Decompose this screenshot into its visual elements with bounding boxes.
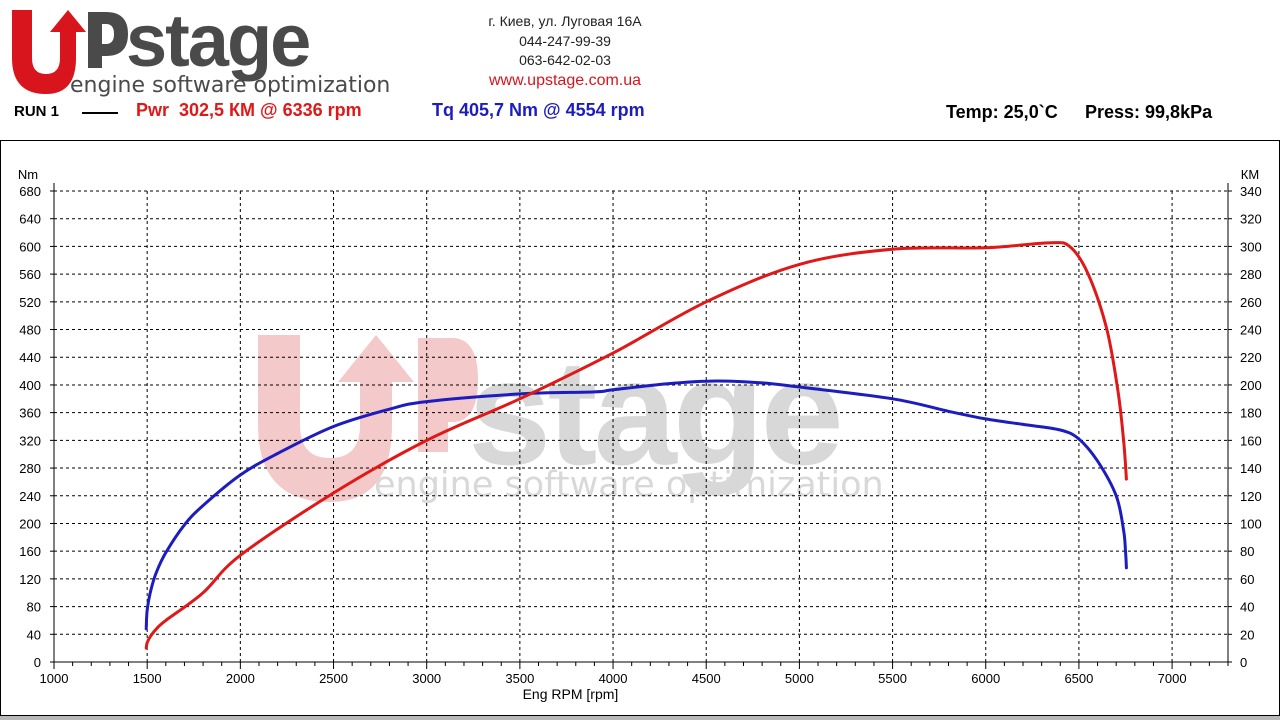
contact-phone-1: 044-247-99-39	[519, 32, 611, 49]
y-right-tick-label: 220	[1240, 350, 1262, 365]
y-left-axis-label: Nm	[18, 167, 38, 182]
y-left-tick-label: 240	[19, 489, 41, 504]
x-tick-label: 7000	[1158, 671, 1187, 686]
y-right-tick-label: 80	[1240, 544, 1254, 559]
y-right-tick-label: 260	[1240, 295, 1262, 310]
x-tick-label: 5000	[785, 671, 814, 686]
temperature-readout: Temp: 25,0`C	[946, 102, 1058, 122]
y-right-tick-label: 180	[1240, 406, 1262, 421]
y-right-tick-label: 240	[1240, 323, 1262, 338]
run-label: RUN 1	[14, 103, 60, 120]
watermark-up-shape	[258, 335, 414, 502]
x-tick-label: 1500	[133, 671, 162, 686]
y-right-tick-label: 120	[1240, 489, 1262, 504]
x-tick-label: 2000	[226, 671, 255, 686]
watermark-p-shape	[418, 338, 478, 452]
y-right-tick-label: 60	[1240, 572, 1254, 587]
upstage-logo-graphic: stage engine software optimization	[12, 0, 390, 98]
y-right-tick-label: 280	[1240, 267, 1262, 282]
y-left-tick-label: 680	[19, 184, 41, 199]
y-left-tick-label: 360	[19, 406, 41, 421]
y-left-tick-label: 120	[19, 572, 41, 587]
pressure-readout: Press: 99,8kPa	[1085, 102, 1213, 122]
y-right-tick-label: 100	[1240, 516, 1262, 531]
y-left-tick-label: 320	[19, 433, 41, 448]
run-summary-row: RUN 1 Pwr 302,5 КМ @ 6336 rpm Tq 405,7 N…	[0, 100, 1280, 126]
y-left-tick-label: 200	[19, 516, 41, 531]
y-right-tick-label: 140	[1240, 461, 1262, 476]
y-left-tick-label: 0	[34, 655, 41, 670]
y-right-tick-label: 320	[1240, 212, 1262, 227]
x-tick-label: 6000	[971, 671, 1000, 686]
x-tick-label: 2500	[319, 671, 348, 686]
power-summary: Pwr 302,5 КМ @ 6336 rpm	[136, 100, 362, 120]
series-line-pwr	[144, 241, 1128, 650]
logo-tagline: engine software optimization	[70, 73, 390, 98]
y-right-tick-label: 40	[1240, 600, 1254, 615]
y-right-tick-label: 0	[1240, 655, 1247, 670]
y-left-tick-label: 400	[19, 378, 41, 393]
y-right-tick-label: 200	[1240, 378, 1262, 393]
x-tick-label: 3000	[412, 671, 441, 686]
contact-website-link[interactable]: www.upstage.com.ua	[488, 71, 642, 89]
y-right-tick-label: 340	[1240, 184, 1262, 199]
y-left-tick-label: 560	[19, 267, 41, 282]
series-line-tq	[144, 379, 1128, 631]
watermark-tagline: engine software optimization	[374, 465, 884, 505]
x-axis-label: Eng RPM [rpm]	[523, 686, 619, 702]
contact-address: г. Киев, ул. Луговая 16А	[488, 13, 642, 29]
y-right-axis-label: КМ	[1241, 167, 1259, 182]
logo-word-stage: stage	[126, 2, 309, 82]
y-left-tick-label: 440	[19, 350, 41, 365]
upstage-logo: stage engine software optimization	[4, 0, 404, 98]
y-left-tick-label: 160	[19, 544, 41, 559]
x-tick-label: 6500	[1064, 671, 1093, 686]
y-left-tick-label: 40	[27, 627, 41, 642]
contact-phone-2: 063-642-02-03	[519, 52, 611, 68]
x-minor-ticks	[53, 662, 1229, 669]
x-tick-label: 3500	[505, 671, 534, 686]
y-right-tick-label: 300	[1240, 239, 1262, 254]
x-tick-label: 4000	[599, 671, 628, 686]
y-left-tick-label: 80	[27, 600, 41, 615]
x-tick-label: 4500	[692, 671, 721, 686]
bottom-scrollbar[interactable]	[0, 716, 1280, 720]
y-left-tick-label: 480	[19, 323, 41, 338]
y-left-tick-label: 520	[19, 295, 41, 310]
y-right-tick-label: 160	[1240, 433, 1262, 448]
y-left-tick-label: 280	[19, 461, 41, 476]
run-legend-line	[82, 112, 118, 114]
x-tick-label: 5500	[878, 671, 907, 686]
contact-block: г. Киев, ул. Луговая 16А 044-247-99-39 0…	[430, 12, 700, 90]
y-right-tick-label: 20	[1240, 627, 1254, 642]
y-left-tick-label: 600	[19, 239, 41, 254]
torque-summary: Tq 405,7 Nm @ 4554 rpm	[432, 100, 645, 120]
y-left-tick-label: 640	[19, 212, 41, 227]
x-tick-label: 1000	[40, 671, 69, 686]
